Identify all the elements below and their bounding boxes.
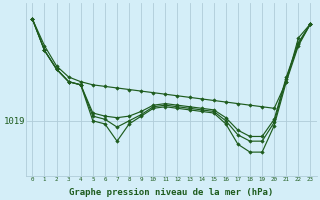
X-axis label: Graphe pression niveau de la mer (hPa): Graphe pression niveau de la mer (hPa) (69, 188, 274, 197)
